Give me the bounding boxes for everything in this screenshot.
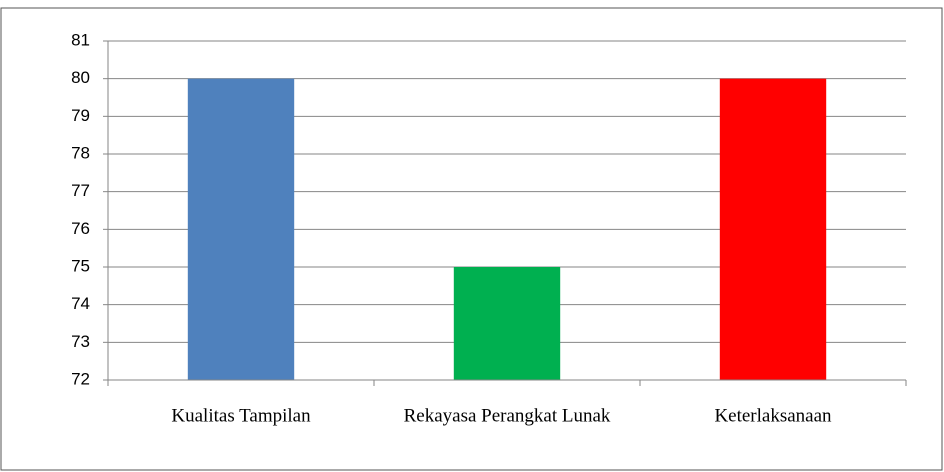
y-tick-label: 77 — [71, 181, 90, 200]
x-tick-label: Rekayasa Perangkat Lunak — [404, 405, 611, 426]
y-tick-label: 73 — [71, 332, 90, 351]
bar — [719, 78, 827, 381]
y-tick-label: 75 — [71, 256, 90, 275]
y-tick-label: 76 — [71, 219, 90, 238]
bar — [187, 78, 295, 381]
y-tick-label: 72 — [71, 369, 90, 388]
x-tick-label: Keterlaksanaan — [714, 405, 832, 426]
y-tick-label: 78 — [71, 143, 90, 162]
x-tick-label: Kualitas Tampilan — [171, 405, 311, 426]
y-tick-label: 80 — [71, 68, 90, 87]
bar — [453, 267, 561, 380]
y-tick-label: 79 — [71, 106, 90, 125]
y-tick-label: 74 — [71, 294, 90, 313]
y-tick-label: 81 — [71, 30, 90, 49]
